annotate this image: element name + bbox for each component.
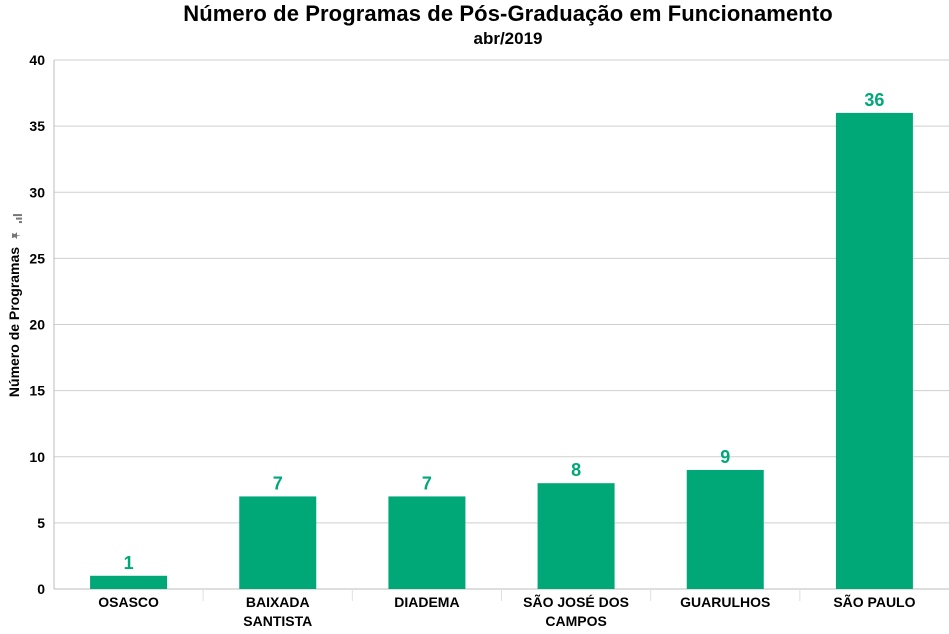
y-tick-label: 5 — [37, 515, 45, 531]
x-tick-label: SÃO PAULO — [833, 593, 915, 610]
y-tick-label: 0 — [37, 581, 45, 597]
x-tick-label: GUARULHOS — [680, 594, 770, 610]
data-label: 8 — [571, 460, 581, 480]
x-tick-label: CAMPOS — [545, 613, 606, 629]
x-tick-label: OSASCO — [98, 594, 159, 610]
y-tick-label: 10 — [29, 449, 45, 465]
bar[interactable] — [90, 575, 168, 589]
x-tick-label: SÃO JOSÉ DOS — [523, 593, 629, 610]
data-label: 1 — [124, 553, 134, 573]
bar[interactable] — [686, 469, 764, 589]
y-axis-label-group: Número de Programas — [6, 213, 22, 397]
chart-title: Número de Programas de Pós-Graduação em … — [183, 1, 833, 26]
chart-subtitle: abr/2019 — [473, 29, 543, 48]
y-tick-label: 15 — [29, 383, 45, 399]
x-tick-label: DIADEMA — [394, 594, 459, 610]
y-tick-label: 40 — [29, 52, 45, 68]
y-tick-label: 25 — [29, 250, 45, 266]
y-tick-label: 20 — [29, 317, 45, 333]
bar[interactable] — [835, 112, 913, 590]
data-label: 36 — [864, 90, 884, 110]
bar[interactable] — [537, 483, 615, 589]
y-tick-label: 30 — [29, 184, 45, 200]
y-tick-label: 35 — [29, 118, 45, 134]
data-label: 9 — [720, 447, 730, 467]
data-label: 7 — [273, 473, 283, 493]
data-label: 7 — [422, 473, 432, 493]
bar[interactable] — [239, 496, 317, 589]
x-tick-label: BAIXADA — [246, 594, 310, 610]
pin-icon[interactable] — [9, 230, 21, 241]
bar[interactable] — [388, 496, 466, 589]
x-tick-label: SANTISTA — [243, 613, 312, 629]
bar-chart-mini-icon[interactable] — [9, 213, 22, 224]
